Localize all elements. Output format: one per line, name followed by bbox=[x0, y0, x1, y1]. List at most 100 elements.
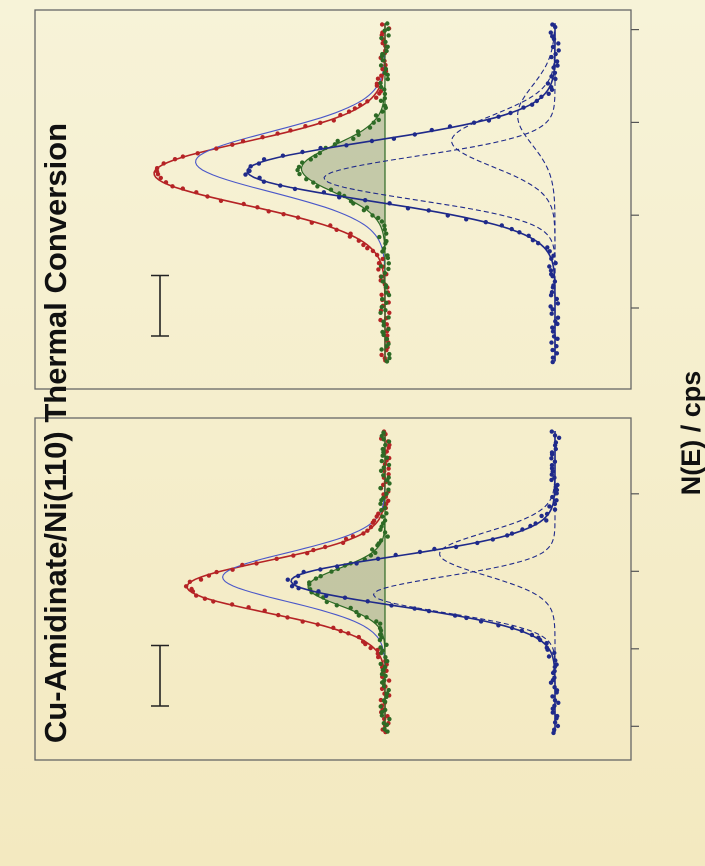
data-point bbox=[386, 261, 391, 266]
data-point bbox=[376, 511, 381, 516]
panel-frame-right bbox=[34, 9, 632, 390]
data-point bbox=[552, 433, 558, 438]
data-point bbox=[552, 507, 558, 512]
data-point bbox=[384, 491, 389, 497]
data-point bbox=[378, 501, 383, 506]
data-point bbox=[329, 569, 334, 574]
data-point bbox=[412, 606, 417, 611]
data-point bbox=[386, 462, 392, 468]
data-point bbox=[432, 546, 437, 552]
data-point bbox=[379, 274, 384, 279]
data-point bbox=[556, 48, 561, 53]
data-point bbox=[552, 650, 557, 656]
data-point bbox=[295, 215, 301, 220]
data-point bbox=[378, 468, 384, 473]
data-point bbox=[555, 336, 560, 341]
n1s-panel bbox=[151, 429, 639, 736]
data-point bbox=[318, 574, 323, 579]
y-axis-label: N(E) / cps bbox=[676, 371, 705, 496]
data-point bbox=[318, 145, 323, 151]
data-point bbox=[195, 151, 200, 156]
data-point bbox=[289, 584, 295, 589]
data-point bbox=[385, 76, 390, 82]
data-point bbox=[375, 647, 380, 653]
data-point bbox=[380, 109, 385, 114]
data-point bbox=[338, 628, 343, 634]
data-point bbox=[375, 556, 381, 561]
data-point bbox=[384, 300, 389, 305]
data-point bbox=[380, 329, 385, 335]
data-point bbox=[386, 292, 392, 298]
data-point bbox=[315, 184, 320, 189]
data-point bbox=[180, 186, 186, 191]
data-point bbox=[553, 658, 558, 663]
data-point bbox=[257, 175, 262, 180]
data-point bbox=[313, 153, 318, 159]
data-point bbox=[338, 112, 343, 118]
data-point bbox=[549, 85, 554, 90]
data-point bbox=[471, 120, 477, 125]
data-point bbox=[385, 21, 390, 26]
data-point bbox=[554, 498, 559, 503]
data-point bbox=[549, 272, 554, 277]
data-point bbox=[384, 48, 389, 54]
data-point bbox=[247, 168, 252, 174]
data-point bbox=[303, 124, 308, 129]
data-point bbox=[385, 253, 390, 258]
data-point bbox=[337, 195, 342, 200]
data-point bbox=[553, 260, 558, 266]
data-point bbox=[368, 645, 373, 651]
data-point bbox=[382, 28, 387, 33]
data-point bbox=[521, 105, 526, 110]
data-point bbox=[354, 561, 359, 566]
data-point bbox=[381, 323, 386, 328]
data-point bbox=[552, 475, 557, 480]
data-point bbox=[389, 603, 394, 608]
data-point bbox=[376, 654, 381, 660]
data-point bbox=[552, 501, 558, 507]
data-point bbox=[241, 201, 246, 207]
data-point bbox=[464, 615, 469, 621]
data-point bbox=[551, 334, 557, 339]
data-point bbox=[380, 279, 385, 284]
data-point bbox=[387, 355, 392, 361]
data-point bbox=[378, 98, 384, 103]
data-point bbox=[549, 340, 554, 345]
data-point bbox=[315, 622, 320, 627]
data-point bbox=[545, 245, 550, 250]
data-point bbox=[354, 609, 359, 615]
data-point bbox=[554, 662, 559, 667]
data-point bbox=[361, 242, 366, 248]
data-point bbox=[391, 136, 397, 141]
data-point bbox=[374, 95, 379, 100]
data-point bbox=[352, 106, 358, 111]
data-point bbox=[309, 220, 314, 225]
data-point bbox=[556, 41, 561, 46]
data-point bbox=[161, 161, 166, 166]
data-point bbox=[154, 169, 160, 174]
data-point bbox=[377, 632, 383, 637]
data-point bbox=[384, 359, 390, 364]
data-point bbox=[296, 586, 301, 591]
data-point bbox=[240, 139, 246, 144]
data-point bbox=[385, 691, 390, 696]
panel-frame-left bbox=[34, 417, 632, 761]
data-point bbox=[384, 336, 390, 342]
data-point bbox=[335, 138, 340, 144]
data-point bbox=[386, 687, 391, 693]
data-point bbox=[554, 351, 560, 356]
data-point bbox=[291, 553, 296, 558]
data-point bbox=[364, 205, 370, 210]
data-point bbox=[549, 463, 555, 468]
data-point bbox=[539, 513, 544, 519]
data-point bbox=[361, 208, 367, 213]
data-point bbox=[240, 562, 245, 568]
data-point bbox=[520, 527, 525, 532]
data-point bbox=[553, 24, 558, 30]
data-point bbox=[509, 226, 514, 232]
data-point bbox=[380, 66, 385, 72]
data-point bbox=[370, 248, 376, 254]
data-point bbox=[300, 160, 305, 165]
rotated-figure-group: Cu-Amidinate/Ni(110) Thermal Conversion … bbox=[34, 9, 705, 761]
